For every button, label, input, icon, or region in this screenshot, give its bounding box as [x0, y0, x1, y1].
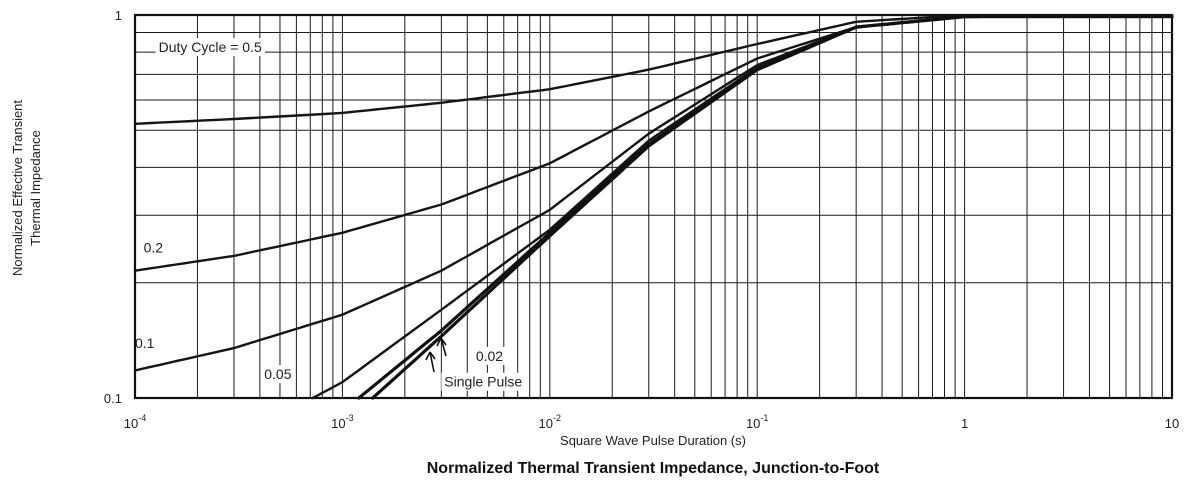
curve-labels: Duty Cycle = 0.5 0.2 0.1 0.05 0.02 Single Pul… [132, 38, 526, 391]
series-line-5 [371, 14, 1174, 400]
x-tick-label: 10 [1165, 416, 1179, 431]
curve-label-2: 0.1 [135, 335, 155, 351]
x-tick-label: 10-2 [539, 413, 561, 431]
x-tick-label: 10-4 [124, 413, 146, 431]
curve-label-4: 0.02 [476, 348, 503, 364]
curve-label-background [261, 365, 295, 384]
curve-label-background [132, 334, 158, 353]
y-axis-label-line2: Thermal Impedance [28, 130, 43, 246]
curve-label-3: 0.05 [264, 366, 291, 382]
x-axis-label: Square Wave Pulse Duration (s) [560, 433, 746, 448]
chart-title: Normalized Thermal Transient Impedance, … [427, 460, 880, 477]
pointer-arrow-single-pulse [425, 351, 436, 373]
y-tick-label: 1 [115, 8, 122, 23]
curve-label-background [441, 372, 526, 391]
series-line-0 [133, 15, 1174, 125]
plot-frame [133, 13, 1174, 400]
curve-label-background [155, 38, 265, 57]
x-tick-label: 1 [961, 416, 968, 431]
curve-label-0: Duty Cycle = 0.5 [159, 39, 262, 55]
curves [133, 14, 1174, 400]
series-line-4 [357, 14, 1174, 400]
y-axis-label-line1: Normalized Effective Transient [10, 100, 25, 276]
curve-label-background [140, 238, 167, 257]
pointer-arrow-0.02 [436, 337, 447, 357]
tick-labels: 10-4 10-3 10-2 10-1 1 10 0.1 1 [104, 8, 1179, 431]
curve-label-background [472, 346, 507, 365]
x-tick-label: 10-1 [746, 413, 768, 431]
curve-label-5: Single Pulse [444, 374, 522, 390]
grid-lines [135, 15, 1172, 398]
x-tick-label: 10-3 [331, 413, 353, 431]
y-tick-label: 0.1 [104, 391, 122, 406]
curve-label-1: 0.2 [144, 239, 164, 255]
